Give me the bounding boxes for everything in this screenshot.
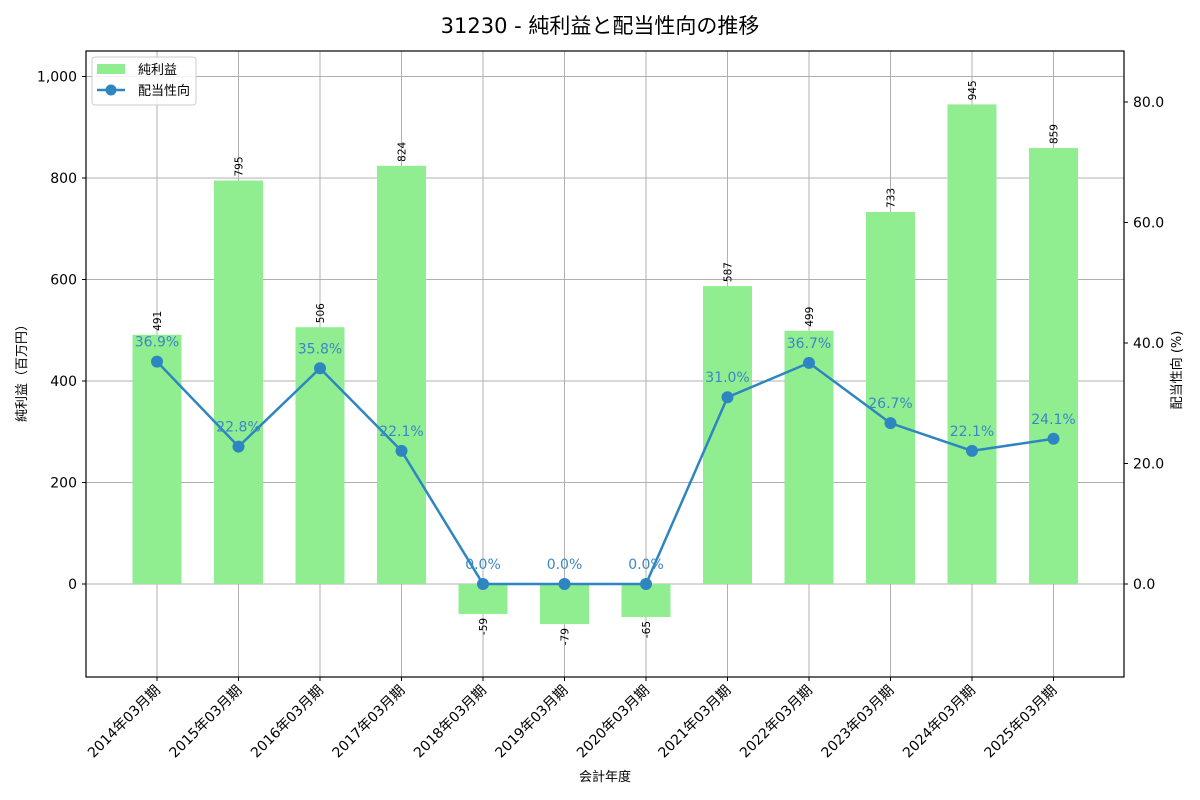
x-tick-label: 2024年03月期 bbox=[900, 683, 979, 762]
legend-bar-swatch bbox=[97, 64, 125, 74]
y-tick-label: 0 bbox=[68, 577, 77, 593]
y-axis-label: 純利益（百万円） bbox=[15, 318, 30, 422]
line-value-label: 36.7% bbox=[787, 336, 831, 352]
line-marker bbox=[151, 355, 163, 368]
x-tick-label: 2017年03月期 bbox=[330, 683, 409, 762]
legend-label-net-income: 純利益 bbox=[138, 63, 177, 78]
y-tick-label: 800 bbox=[50, 171, 77, 187]
x-axis-label: 会計年度 bbox=[579, 769, 631, 785]
bar-series-net-income: 491 795 506 824 -59 -79 -65 587 499 733 945 859 bbox=[132, 80, 1078, 645]
bar-value-label: 824 bbox=[397, 141, 409, 161]
line-marker bbox=[803, 356, 815, 369]
line-value-label: 0.0% bbox=[628, 557, 664, 573]
x-tick-label: 2020年03月期 bbox=[574, 683, 653, 762]
y-tick-label: 200 bbox=[50, 476, 77, 492]
x-tick-label: 2015年03月期 bbox=[167, 683, 246, 762]
bar bbox=[947, 104, 997, 584]
bar-value-label: 733 bbox=[886, 188, 898, 208]
y2-tick-label: 20.0 bbox=[1133, 457, 1164, 473]
chart-title: 31230 - 純利益と配当性向の推移 bbox=[441, 14, 760, 38]
bar-value-label: -79 bbox=[560, 628, 572, 645]
line-value-label: 22.1% bbox=[379, 424, 423, 440]
x-tick-label: 2018年03月期 bbox=[411, 683, 490, 762]
bar bbox=[784, 330, 834, 584]
x-axis-ticks: 2014年03月期 2015年03月期 2016年03月期 2017年03月期 2018… bbox=[85, 677, 1060, 761]
bar-value-label: 506 bbox=[315, 303, 327, 323]
bar bbox=[866, 212, 915, 584]
y2-axis-label: 配当性向 (%) bbox=[1169, 331, 1185, 410]
line-marker bbox=[558, 578, 571, 590]
line-marker bbox=[884, 417, 897, 430]
bar-value-label: 587 bbox=[723, 262, 735, 282]
y2-tick-label: 80.0 bbox=[1133, 95, 1164, 111]
bar bbox=[1029, 148, 1078, 584]
right-axis-ticks: 0.0 20.0 40.0 60.0 80.0 bbox=[1124, 95, 1164, 593]
y2-tick-label: 40.0 bbox=[1133, 336, 1164, 352]
line-value-label: 26.7% bbox=[868, 396, 912, 412]
payout-line bbox=[156, 360, 1054, 586]
x-tick-label: 2014年03月期 bbox=[85, 683, 164, 762]
line-marker bbox=[966, 444, 978, 457]
bar-value-label: 499 bbox=[804, 307, 816, 327]
x-tick-label: 2019年03月期 bbox=[493, 683, 572, 762]
line-marker bbox=[640, 578, 652, 590]
line-marker bbox=[1047, 432, 1060, 445]
line-value-label: 22.8% bbox=[216, 420, 260, 436]
bar-value-label: 945 bbox=[967, 80, 979, 100]
x-tick-label: 2025年03月期 bbox=[982, 683, 1061, 762]
bar-value-label: 795 bbox=[234, 156, 246, 176]
line-value-label: 35.8% bbox=[298, 341, 342, 357]
line-marker bbox=[721, 391, 734, 404]
line-marker bbox=[232, 440, 245, 453]
bar-value-label: 859 bbox=[1049, 124, 1061, 144]
line-value-label: 31.0% bbox=[705, 370, 749, 386]
left-axis-ticks: 0 200 400 600 800 1,000 bbox=[37, 70, 86, 593]
bar bbox=[540, 584, 589, 625]
bar-value-label: -59 bbox=[478, 618, 490, 635]
y-tick-label: 1,000 bbox=[37, 70, 77, 86]
y2-tick-label: 0.0 bbox=[1133, 577, 1155, 593]
bar-value-label: 491 bbox=[152, 311, 164, 331]
line-value-label: 0.0% bbox=[465, 557, 501, 573]
line-series-payout-ratio: 36.9% 22.8% 35.8% 22.1% 0.0% 0.0% 0.0% 31.0% 36.… bbox=[135, 335, 1076, 590]
plot-frame bbox=[85, 50, 1125, 678]
x-tick-label: 2016年03月期 bbox=[248, 683, 327, 762]
bar bbox=[214, 180, 263, 584]
y2-tick-label: 60.0 bbox=[1133, 216, 1164, 232]
legend-label-payout-ratio: 配当性向 bbox=[138, 83, 190, 99]
y-tick-label: 400 bbox=[50, 374, 77, 390]
line-value-label: 36.9% bbox=[135, 335, 179, 351]
bar bbox=[377, 165, 426, 584]
line-marker bbox=[314, 362, 326, 375]
legend: 純利益 配当性向 bbox=[91, 56, 197, 106]
line-value-label: 24.1% bbox=[1031, 412, 1075, 428]
x-tick-label: 2021年03月期 bbox=[656, 683, 735, 762]
y-tick-label: 600 bbox=[50, 273, 77, 289]
line-marker bbox=[477, 578, 489, 590]
line-marker bbox=[395, 444, 408, 457]
bar bbox=[132, 334, 182, 584]
x-tick-label: 2022年03月期 bbox=[737, 683, 816, 762]
x-tick-label: 2023年03月期 bbox=[819, 683, 898, 762]
legend-marker-icon bbox=[105, 84, 117, 96]
bar-value-label: -65 bbox=[641, 621, 653, 638]
line-value-label: 22.1% bbox=[950, 424, 994, 440]
line-value-label: 0.0% bbox=[547, 557, 583, 573]
